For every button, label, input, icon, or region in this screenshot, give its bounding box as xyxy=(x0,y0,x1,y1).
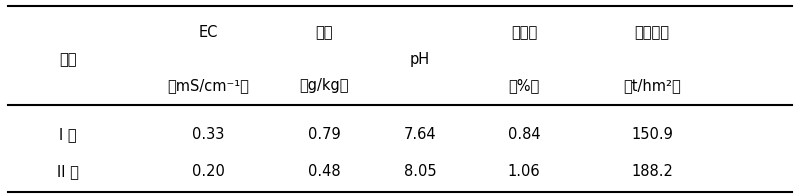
Text: 0.79: 0.79 xyxy=(308,127,340,142)
Text: （t/hm²）: （t/hm²） xyxy=(623,78,681,93)
Text: 0.48: 0.48 xyxy=(308,164,340,179)
Text: 有机碳: 有机碳 xyxy=(511,25,537,41)
Text: 8.05: 8.05 xyxy=(404,164,436,179)
Text: 0.33: 0.33 xyxy=(192,127,224,142)
Text: 盐分: 盐分 xyxy=(315,25,333,41)
Text: pH: pH xyxy=(410,52,430,67)
Text: 0.84: 0.84 xyxy=(508,127,540,142)
Text: （%）: （%） xyxy=(508,78,540,93)
Text: （mS/cm⁻¹）: （mS/cm⁻¹） xyxy=(167,78,249,93)
Text: 150.9: 150.9 xyxy=(631,127,673,142)
Text: 0.20: 0.20 xyxy=(191,164,225,179)
Text: I 区: I 区 xyxy=(59,127,77,142)
Text: 处理: 处理 xyxy=(59,52,77,67)
Text: II 区: II 区 xyxy=(57,164,79,179)
Text: EC: EC xyxy=(198,25,218,41)
Text: （g/kg）: （g/kg） xyxy=(299,78,349,93)
Text: 188.2: 188.2 xyxy=(631,164,673,179)
Text: 1.06: 1.06 xyxy=(508,164,540,179)
Text: 7.64: 7.64 xyxy=(404,127,436,142)
Text: 作物产量: 作物产量 xyxy=(634,25,670,41)
